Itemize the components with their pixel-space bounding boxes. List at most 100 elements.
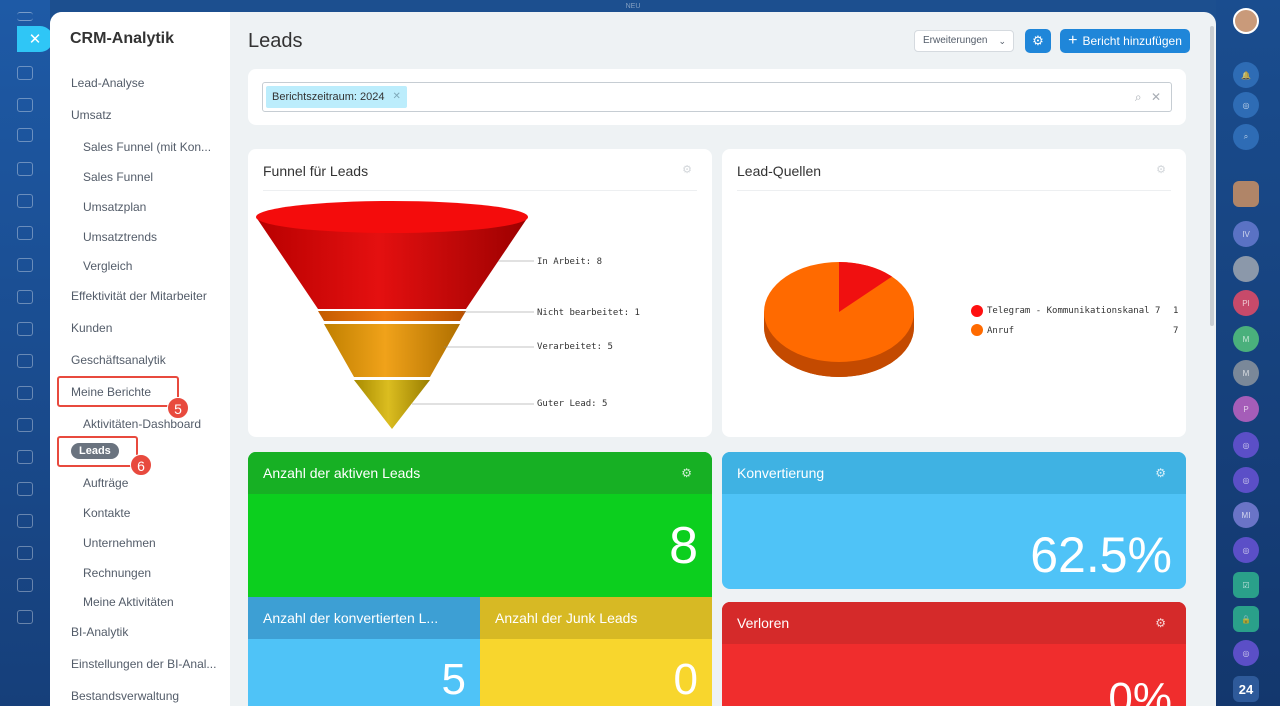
- nav-business-analytics[interactable]: Geschäftsanalytik: [71, 353, 166, 367]
- lost-tile: Verloren ⚙ 0%: [722, 602, 1186, 706]
- analytics-icon[interactable]: [17, 386, 33, 400]
- filter-icon[interactable]: [17, 450, 33, 464]
- nav-bi-settings[interactable]: Einstellungen der BI-Anal...: [71, 657, 217, 671]
- contact-avatar[interactable]: [1233, 256, 1259, 282]
- lock-icon[interactable]: 🔒: [1233, 606, 1259, 632]
- storage-icon[interactable]: [17, 546, 33, 560]
- channel-icon[interactable]: ◎: [1233, 537, 1259, 563]
- divider: [737, 190, 1171, 191]
- tile-value: 62.5%: [1030, 527, 1172, 583]
- nav-orders[interactable]: Aufträge: [83, 476, 129, 490]
- junk-leads-tile: Anzahl der Junk Leads 0: [480, 597, 712, 706]
- close-icon: ✕: [28, 31, 42, 48]
- gear-icon[interactable]: ⚙: [1155, 616, 1166, 630]
- nav-customers[interactable]: Kunden: [71, 321, 113, 335]
- contact-avatar[interactable]: M: [1233, 360, 1259, 386]
- tile-title: Anzahl der Junk Leads: [480, 597, 712, 639]
- contact-avatar[interactable]: IV: [1233, 221, 1259, 247]
- channel-icon[interactable]: ◎: [1233, 432, 1259, 458]
- nav-invoices[interactable]: Rechnungen: [83, 566, 152, 580]
- mail-icon[interactable]: [17, 578, 33, 592]
- gear-icon[interactable]: ⚙: [1156, 164, 1166, 176]
- settings-button[interactable]: ⚙: [1025, 29, 1051, 53]
- gear-icon[interactable]: ⚙: [682, 164, 692, 176]
- cart-icon[interactable]: [17, 418, 33, 432]
- filter-tag[interactable]: Berichtszeitraum: 2024 ✕: [266, 86, 407, 108]
- nav-leads[interactable]: Leads: [71, 443, 119, 459]
- copilot-icon[interactable]: ◎: [1233, 92, 1259, 118]
- funnel-card: Funnel für Leads ⚙ In Arbeit: 8 Nicht be…: [248, 149, 712, 437]
- filter-input[interactable]: Berichtszeitraum: 2024 ✕ ⌕ ✕: [262, 82, 1172, 112]
- top-strip-label: NEU: [625, 3, 641, 10]
- chat-icon[interactable]: [17, 290, 33, 304]
- nav-revenue[interactable]: Umsatz: [71, 108, 112, 122]
- funnel-top: [256, 201, 528, 233]
- remove-tag-icon[interactable]: ✕: [392, 91, 401, 102]
- monitor-icon[interactable]: [17, 258, 33, 272]
- tile-title: Anzahl der konvertierten L...: [248, 597, 480, 639]
- nav-comparison[interactable]: Vergleich: [83, 259, 133, 273]
- gear-icon[interactable]: ⚙: [681, 466, 692, 480]
- nav-bi-analytics[interactable]: BI-Analytik: [71, 625, 129, 639]
- sidebar: CRM-Analytik Lead-Analyse Umsatz Sales F…: [50, 12, 230, 706]
- step-badge-6: 6: [130, 454, 152, 476]
- gear-icon[interactable]: ⚙: [1155, 466, 1166, 480]
- contact-avatar[interactable]: P: [1233, 396, 1259, 422]
- channel-icon[interactable]: ◎: [1233, 467, 1259, 493]
- user-avatar[interactable]: [1233, 8, 1259, 34]
- contact-avatar[interactable]: M: [1233, 326, 1259, 352]
- sign-icon[interactable]: [17, 514, 33, 528]
- close-slider-button[interactable]: ✕: [17, 26, 53, 52]
- scrollbar[interactable]: [1210, 26, 1214, 326]
- tasks-icon[interactable]: [17, 128, 33, 142]
- home-icon[interactable]: [17, 66, 33, 80]
- task-icon[interactable]: ☑: [1233, 572, 1259, 598]
- channel-icon[interactable]: ◎: [1233, 640, 1259, 666]
- clear-icon[interactable]: ✕: [1150, 90, 1161, 104]
- divider: [263, 190, 697, 191]
- nav-companies[interactable]: Unternehmen: [83, 536, 156, 550]
- funnel-segment-in-arbeit: [256, 217, 528, 309]
- legend-value: 1: [1173, 306, 1179, 316]
- contact-avatar[interactable]: MI: [1233, 502, 1259, 528]
- menu-icon[interactable]: [17, 12, 33, 21]
- nav-my-activities[interactable]: Meine Aktivitäten: [83, 595, 174, 609]
- nav-sales-funnel[interactable]: Sales Funnel: [83, 170, 154, 184]
- add-report-button[interactable]: + Bericht hinzufügen: [1060, 29, 1190, 53]
- funnel-label-nicht-bearbeitet: Nicht bearbeitet: 1: [537, 308, 640, 318]
- legend-label: Anruf: [987, 326, 1015, 336]
- page-title: Leads: [248, 30, 303, 52]
- legend-value: 7: [1173, 326, 1179, 336]
- documents-icon[interactable]: [17, 194, 33, 208]
- tile-title: Konvertierung: [722, 452, 1186, 494]
- chevron-down-icon: ⌄: [998, 36, 1006, 46]
- notifications-icon[interactable]: 🔔: [1233, 62, 1259, 88]
- highlight-my-reports: [57, 376, 179, 407]
- feed-icon[interactable]: [17, 98, 33, 112]
- bitrix24-logo[interactable]: 24: [1233, 676, 1259, 702]
- nav-lead-analysis[interactable]: Lead-Analyse: [71, 76, 145, 90]
- search-chat-icon[interactable]: ⌕: [1233, 124, 1259, 150]
- target-icon[interactable]: [17, 482, 33, 496]
- checklist-icon[interactable]: [17, 354, 33, 368]
- nav-revenue-plan[interactable]: Umsatzplan: [83, 200, 147, 214]
- funnel-segment-guter-lead: [354, 380, 430, 429]
- nav-activities-dashboard[interactable]: Aktivitäten-Dashboard: [83, 417, 202, 431]
- nav-my-reports[interactable]: Meine Berichte: [71, 385, 152, 399]
- nav-employee-efficiency[interactable]: Effektivität der Mitarbeiter: [71, 289, 207, 303]
- converted-leads-tile: Anzahl der konvertierten L... 5: [248, 597, 480, 706]
- sales-icon[interactable]: [17, 226, 33, 240]
- sidebar-title: CRM-Analytik: [70, 30, 175, 47]
- nav-inventory[interactable]: Bestandsverwaltung: [71, 689, 180, 703]
- funnel-label-verarbeitet: Verarbeitet: 5: [537, 342, 613, 352]
- calendar-icon[interactable]: [17, 322, 33, 336]
- contact-avatar[interactable]: [1233, 181, 1259, 207]
- extensions-dropdown[interactable]: Erweiterungen ⌄: [914, 30, 1014, 52]
- contact-avatar[interactable]: PI: [1233, 290, 1259, 316]
- contacts-icon[interactable]: [17, 162, 33, 176]
- search-icon[interactable]: ⌕: [1134, 90, 1142, 104]
- nav-sales-funnel-conv[interactable]: Sales Funnel (mit Kon...: [83, 140, 212, 154]
- nav-contacts[interactable]: Kontakte: [83, 506, 131, 520]
- nav-revenue-trends[interactable]: Umsatztrends: [83, 230, 158, 244]
- groups-icon[interactable]: [17, 610, 33, 624]
